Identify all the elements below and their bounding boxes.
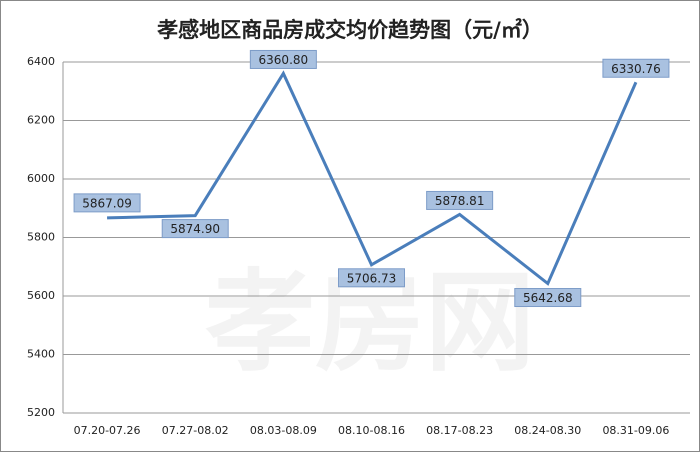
chart-title: 孝感地区商品房成交均价趋势图（元/㎡） xyxy=(157,18,543,42)
x-tick-label: 07.20-07.26 xyxy=(74,424,141,437)
value-label-box xyxy=(73,193,141,213)
value-label: 6360.80 xyxy=(259,53,309,67)
value-label-box xyxy=(514,288,582,308)
value-label: 5706.73 xyxy=(347,271,397,285)
y-tick-label: 5600 xyxy=(27,289,55,302)
x-tick-label: 08.03-08.09 xyxy=(250,424,317,437)
value-label-box xyxy=(161,219,229,239)
y-tick-label: 5400 xyxy=(27,348,55,361)
value-label: 5874.90 xyxy=(170,222,220,236)
value-label-box xyxy=(338,268,405,288)
value-label: 6330.76 xyxy=(611,62,661,76)
x-tick-label: 07.27-08.02 xyxy=(162,424,229,437)
y-tick-label: 6400 xyxy=(27,55,55,68)
x-tick-label: 08.31-09.06 xyxy=(602,424,669,437)
value-label: 5878.81 xyxy=(435,194,485,208)
y-tick-label: 5200 xyxy=(27,406,55,419)
data-line xyxy=(107,70,638,286)
x-tick-label: 08.17-08.23 xyxy=(426,424,493,437)
value-label: 5867.09 xyxy=(82,196,132,210)
value-label: 5642.68 xyxy=(523,291,573,305)
value-label-box xyxy=(426,190,494,210)
value-label-box xyxy=(602,58,670,78)
y-tick-label: 5800 xyxy=(27,231,55,244)
y-tick-label: 6200 xyxy=(27,114,55,127)
x-tick-label: 08.10-08.16 xyxy=(338,424,405,437)
value-label-box xyxy=(249,49,317,69)
x-tick-label: 08.24-08.30 xyxy=(514,424,581,437)
y-tick-label: 6000 xyxy=(27,172,55,185)
